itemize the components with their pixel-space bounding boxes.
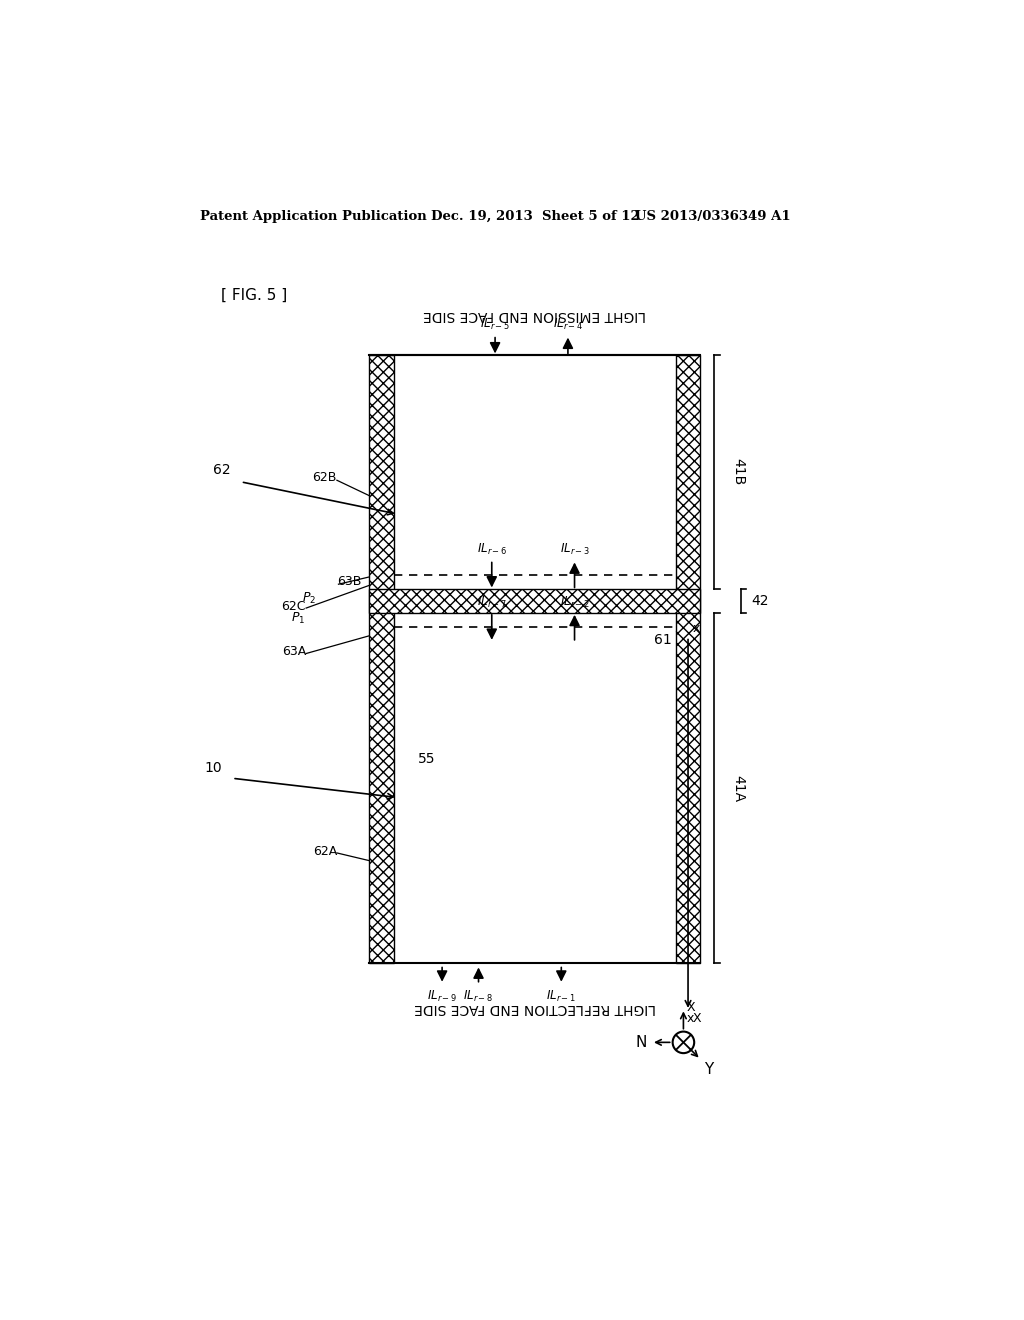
Text: $IL_{r-6}$: $IL_{r-6}$ [476,543,507,557]
Text: X: X [686,1001,695,1014]
Text: 62A: 62A [312,845,337,858]
Text: LIGHT EMISSION END FACE SIDE: LIGHT EMISSION END FACE SIDE [423,308,646,322]
Bar [676,355,700,964]
Text: LIGHT REFLECTION END FACE SIDE: LIGHT REFLECTION END FACE SIDE [414,1001,655,1015]
Text: 41B: 41B [731,458,745,486]
Text: x: x [686,1012,694,1026]
Text: $IL_{r-1}$: $IL_{r-1}$ [547,989,577,1005]
Text: $IL_{r-8}$: $IL_{r-8}$ [464,989,494,1005]
Text: $IL_{r-4}$: $IL_{r-4}$ [553,317,583,331]
Text: 55: 55 [418,752,436,766]
Text: N: N [636,1035,647,1049]
Text: 61: 61 [654,634,672,648]
Text: $IL_{r-7}$: $IL_{r-7}$ [477,594,507,610]
Text: 41A: 41A [731,775,745,801]
Text: US 2013/0336349 A1: US 2013/0336349 A1 [635,210,791,223]
Text: $P_1$: $P_1$ [291,611,305,627]
Text: 10: 10 [205,762,222,775]
Text: 62B: 62B [312,471,337,484]
Text: Dec. 19, 2013  Sheet 5 of 12: Dec. 19, 2013 Sheet 5 of 12 [431,210,640,223]
Text: $IL_{r-3}$: $IL_{r-3}$ [559,543,590,557]
Text: $IL_{r-5}$: $IL_{r-5}$ [480,317,510,331]
Bar [370,355,394,964]
Text: X: X [692,1012,701,1026]
Text: Patent Application Publication: Patent Application Publication [200,210,427,223]
Text: 63B: 63B [337,576,361,589]
Text: 62C: 62C [282,601,306,612]
Text: $P_2$: $P_2$ [302,591,316,606]
Text: 62: 62 [213,463,230,478]
Text: $IL_{r-2}$: $IL_{r-2}$ [559,594,590,610]
Text: 63A: 63A [282,644,306,657]
Text: [ FIG. 5 ]: [ FIG. 5 ] [221,288,288,304]
Text: Y: Y [703,1061,713,1077]
Text: 42: 42 [752,594,769,609]
Bar [370,589,700,614]
Text: x: x [692,622,700,635]
Text: $IL_{r-9}$: $IL_{r-9}$ [427,989,457,1005]
